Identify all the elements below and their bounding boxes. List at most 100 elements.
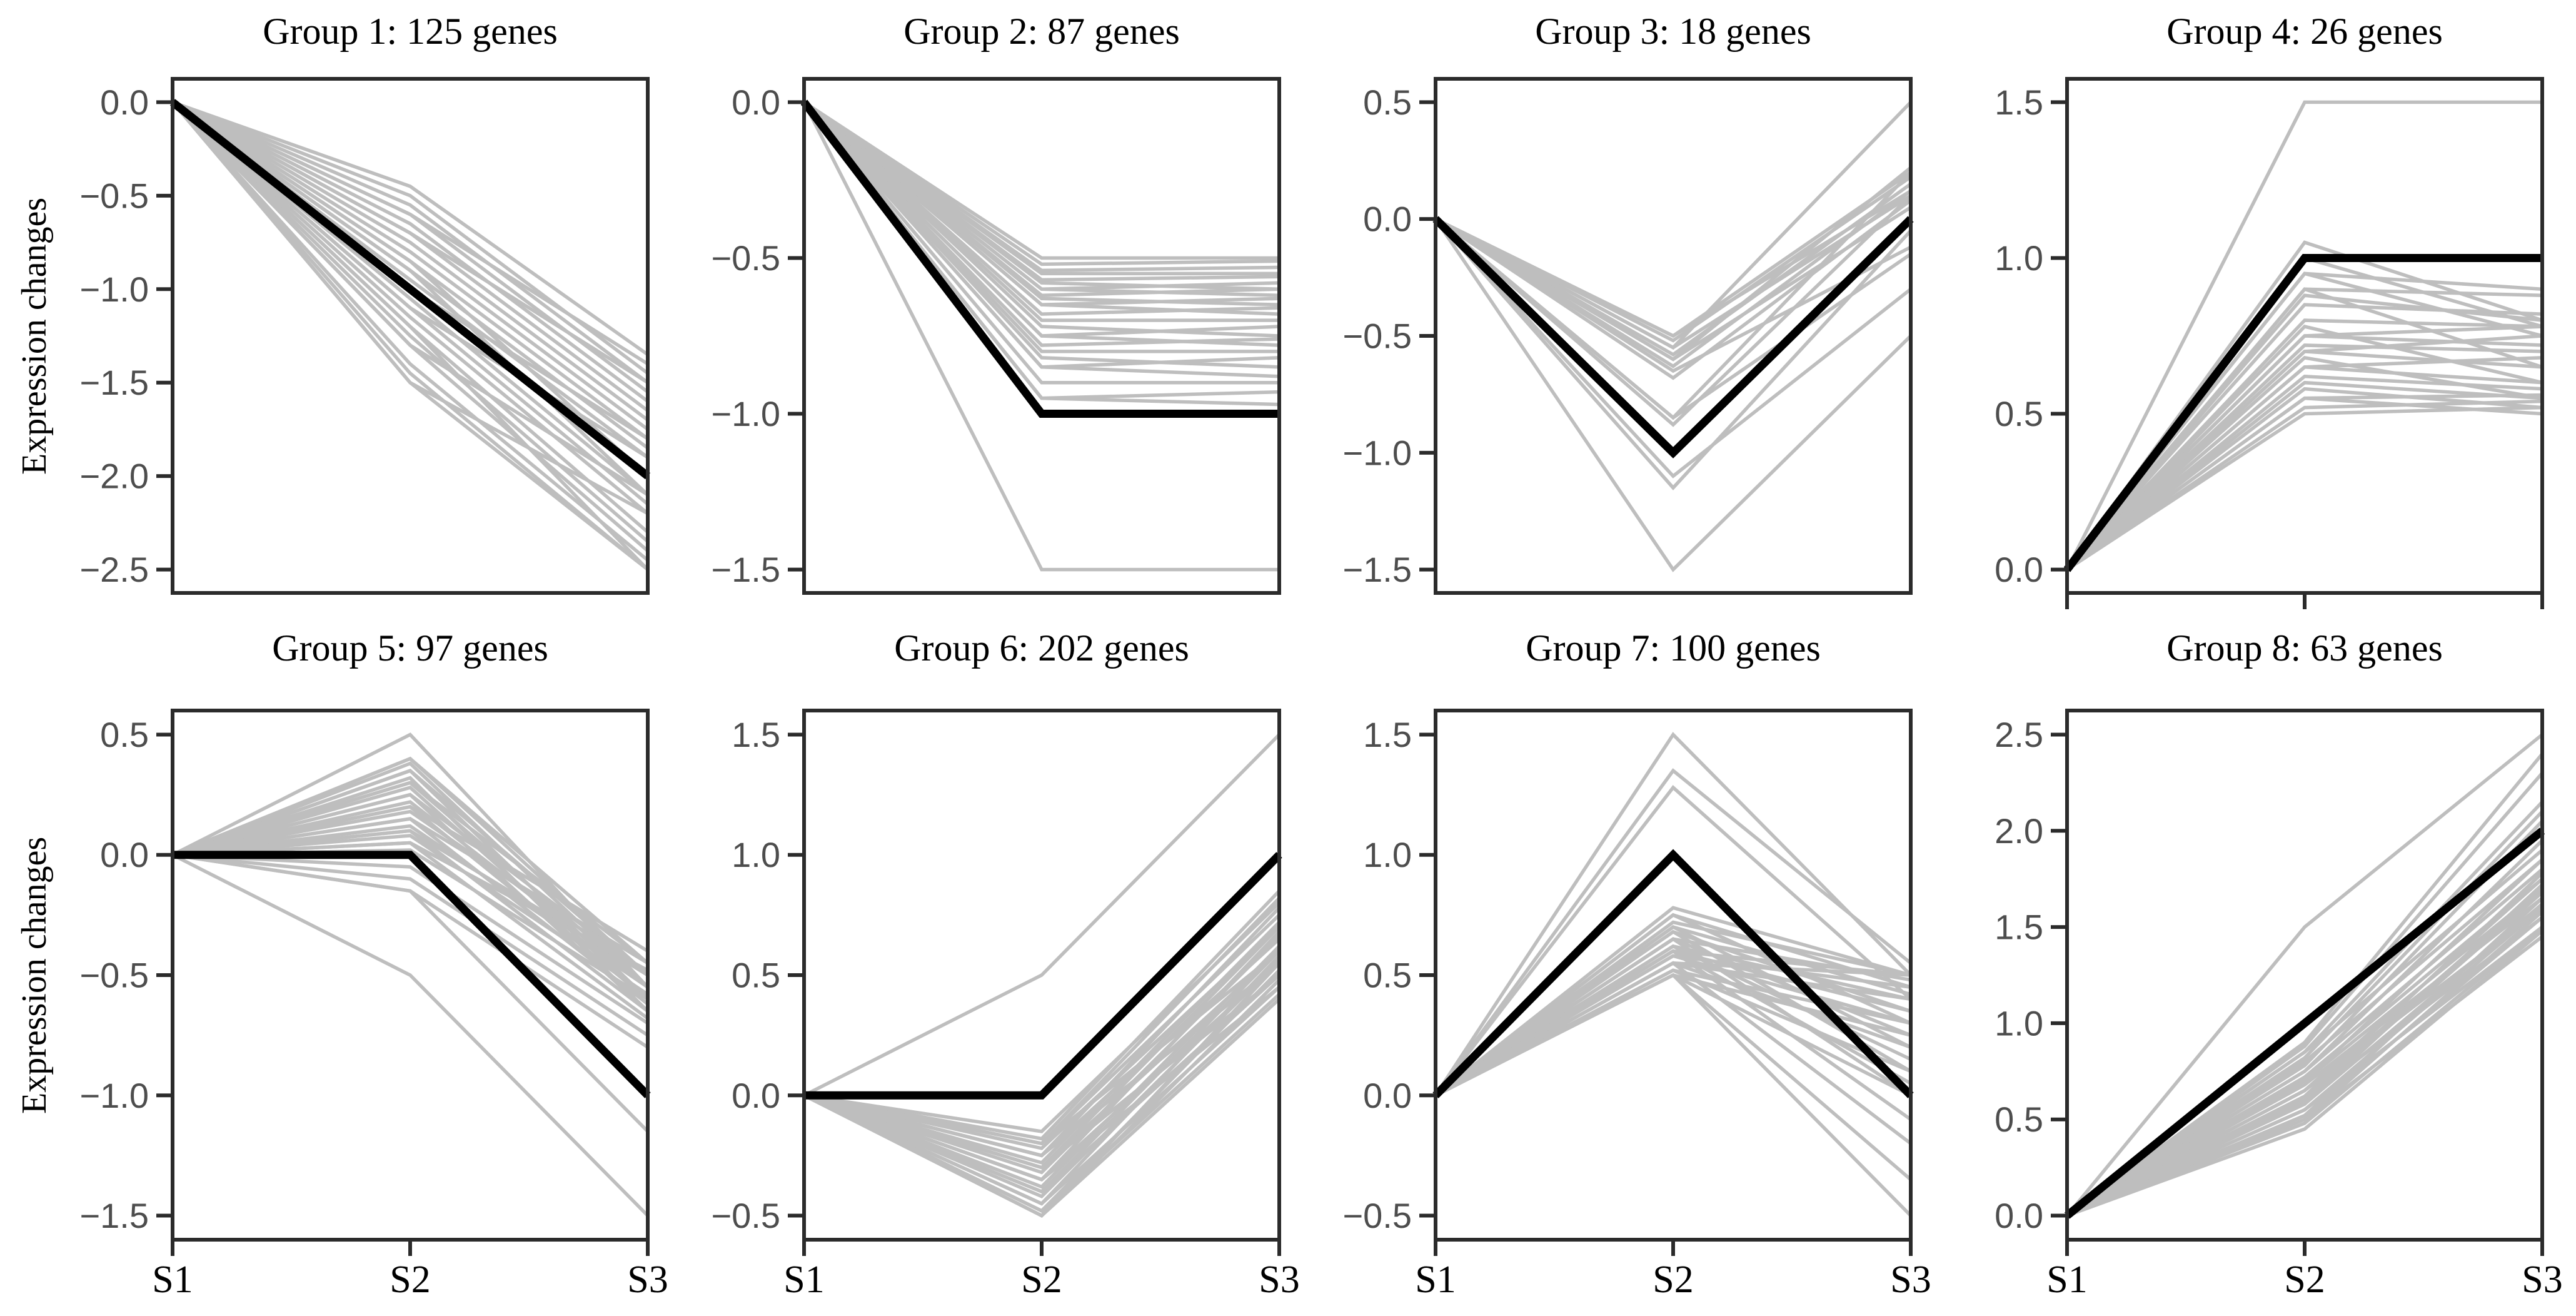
y-tick-label: 0.0 bbox=[1995, 550, 2043, 589]
gene-line bbox=[803, 973, 1280, 1170]
gene-line bbox=[802, 101, 1280, 400]
gene-line bbox=[172, 769, 649, 977]
y-tick-label: −2.0 bbox=[79, 457, 149, 496]
gene-line bbox=[2066, 334, 2543, 571]
y-tick-label: 0.0 bbox=[100, 83, 149, 122]
y-tick-label: 1.0 bbox=[732, 835, 780, 874]
gene-line bbox=[1434, 929, 1912, 1097]
gene-line bbox=[171, 101, 649, 459]
y-tick-label: 1.5 bbox=[1995, 83, 2043, 122]
gene-line bbox=[1434, 785, 1912, 1096]
gene-line bbox=[171, 100, 649, 385]
gene-line bbox=[2065, 271, 2543, 571]
y-tick-label: −1.0 bbox=[1342, 433, 1412, 472]
y-tick-label: −0.5 bbox=[711, 238, 780, 278]
medoid-line bbox=[173, 851, 651, 1098]
y-axis-label-row-2: Expression changes bbox=[15, 836, 54, 1114]
y-tick-label: −0.5 bbox=[79, 176, 149, 215]
gene-line bbox=[2066, 325, 2543, 571]
gene-line bbox=[2066, 334, 2543, 571]
gene-line bbox=[171, 101, 649, 543]
x-axis-label: S3 bbox=[2522, 1258, 2562, 1301]
panel-group-7: 1.5 1.0 0.5 0.0 −0.5S1 S2 S3 bbox=[1342, 709, 1931, 1301]
gene-line bbox=[802, 101, 1280, 369]
y-tick-label: 1.0 bbox=[1995, 1003, 2043, 1043]
y-tick-label: −1.5 bbox=[79, 363, 149, 402]
gene-line bbox=[172, 100, 649, 357]
y-axis-label-row-1: Expression changes bbox=[15, 197, 54, 475]
gene-line bbox=[171, 101, 649, 478]
gene-line bbox=[171, 101, 649, 515]
gene-line bbox=[2066, 896, 2543, 1218]
y-tick-label: −1.5 bbox=[79, 1196, 149, 1235]
gene-line bbox=[171, 100, 649, 366]
gene-line bbox=[2065, 733, 2543, 1217]
panel-title-group-8: Group 8: 63 genes bbox=[2166, 627, 2443, 669]
y-tick-label: 0.5 bbox=[1363, 956, 1412, 995]
y-tick-label: 0.5 bbox=[1363, 83, 1412, 122]
panel-title-group-4: Group 4: 26 genes bbox=[2166, 11, 2443, 52]
panel-title-group-6: Group 6: 202 genes bbox=[894, 627, 1189, 669]
gene-line bbox=[1434, 218, 1912, 420]
gene-line bbox=[803, 733, 1280, 1097]
gene-line bbox=[1434, 218, 1913, 490]
gene-line bbox=[1434, 906, 1911, 1097]
y-tick-label: 0.0 bbox=[1363, 1076, 1412, 1115]
y-tick-label: −1.5 bbox=[711, 550, 780, 589]
gene-line bbox=[172, 853, 649, 1133]
gene-line bbox=[2066, 399, 2543, 571]
gene-line bbox=[2066, 883, 2543, 1218]
x-axis-label: S2 bbox=[1021, 1258, 1062, 1301]
y-tick-label: −1.0 bbox=[79, 270, 149, 309]
x-axis-label: S1 bbox=[1415, 1258, 1456, 1301]
gene-line bbox=[2065, 303, 2543, 571]
y-tick-label: 1.0 bbox=[1995, 238, 2043, 278]
gene-line bbox=[2066, 387, 2543, 571]
x-axis-label: S2 bbox=[2284, 1258, 2325, 1301]
x-axis-label: S2 bbox=[390, 1258, 430, 1301]
gene-line bbox=[802, 101, 1279, 572]
x-axis-label: S3 bbox=[627, 1258, 668, 1301]
panel-title-group-5: Group 5: 97 genes bbox=[272, 627, 548, 669]
gene-line bbox=[171, 101, 649, 562]
gene-line bbox=[802, 101, 1280, 378]
gene-line bbox=[2066, 365, 2543, 571]
y-tick-label: 2.0 bbox=[1995, 811, 2043, 851]
panel-group-3: 0.5 0.0 −0.5 −1.0 −1.5 bbox=[1342, 77, 1914, 595]
gene-line bbox=[803, 993, 1280, 1213]
panel-title-group-2: Group 2: 87 genes bbox=[903, 11, 1180, 52]
gene-line bbox=[171, 101, 649, 497]
medoid-line bbox=[2064, 828, 2545, 1219]
y-tick-label: −0.5 bbox=[1342, 316, 1412, 356]
gene-line bbox=[1434, 973, 1912, 1217]
panel-title-group-3: Group 3: 18 genes bbox=[1535, 11, 1811, 52]
y-tick-label: −0.5 bbox=[79, 956, 149, 995]
panel-group-2: 0.0 −0.5 −1.0 −1.5 bbox=[711, 77, 1281, 595]
gene-line bbox=[172, 761, 649, 989]
gene-line bbox=[2066, 929, 2543, 1218]
gene-line bbox=[2065, 100, 2542, 570]
y-tick-label: 0.5 bbox=[732, 956, 780, 995]
panel-group-6: 1.5 1.0 0.5 0.0 −0.5S1 S2 S3 bbox=[711, 709, 1300, 1301]
gene-line bbox=[1434, 194, 1912, 350]
gene-line bbox=[2066, 405, 2543, 571]
gene-line bbox=[1434, 218, 1912, 572]
medoid-line bbox=[2063, 253, 2542, 572]
gene-line bbox=[171, 100, 649, 422]
gene-line bbox=[803, 961, 1280, 1158]
x-axis-label: S3 bbox=[1890, 1258, 1931, 1301]
gene-line bbox=[1434, 194, 1912, 427]
panel-group-1: 0.0 −0.5 −1.0 −1.5 −2.0 −2.5 bbox=[79, 77, 651, 595]
gene-line bbox=[1434, 937, 1912, 1097]
medoid-line bbox=[1432, 849, 1914, 1098]
medoid-line bbox=[804, 852, 1282, 1100]
y-tick-label: −0.5 bbox=[711, 1196, 780, 1235]
medoid-line bbox=[169, 99, 651, 480]
y-tick-label: 0.5 bbox=[1995, 394, 2043, 433]
gene-line bbox=[803, 949, 1280, 1146]
y-tick-label: −1.0 bbox=[711, 394, 780, 433]
gene-line bbox=[1434, 182, 1912, 357]
y-tick-label: 0.5 bbox=[100, 715, 149, 754]
y-tick-label: −1.0 bbox=[79, 1076, 149, 1115]
panel-border bbox=[802, 77, 1281, 595]
